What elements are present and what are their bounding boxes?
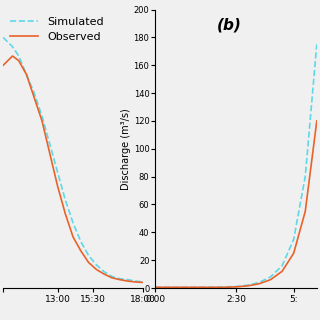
Legend: Simulated, Observed: Simulated, Observed bbox=[6, 12, 108, 47]
Observed bbox=[71, 235, 75, 239]
Observed bbox=[6, 59, 10, 63]
Simulated bbox=[48, 142, 52, 146]
Observed bbox=[48, 151, 52, 155]
Simulated bbox=[87, 253, 91, 257]
Simulated bbox=[79, 240, 83, 244]
Simulated bbox=[11, 45, 14, 49]
Observed bbox=[56, 184, 60, 188]
Simulated bbox=[125, 278, 129, 282]
Simulated bbox=[6, 40, 10, 44]
Observed bbox=[79, 249, 83, 253]
Observed bbox=[40, 119, 44, 123]
Y-axis label: Discharge (m³/s): Discharge (m³/s) bbox=[121, 108, 131, 190]
Simulated bbox=[71, 221, 75, 225]
Observed bbox=[87, 260, 91, 264]
Simulated bbox=[141, 280, 145, 284]
Observed bbox=[1, 63, 5, 67]
Simulated bbox=[63, 198, 67, 202]
Observed bbox=[102, 272, 106, 276]
Observed bbox=[118, 278, 122, 282]
Simulated bbox=[110, 275, 114, 278]
Observed bbox=[125, 279, 129, 283]
Simulated bbox=[32, 91, 36, 95]
Simulated bbox=[102, 270, 106, 274]
Observed bbox=[141, 281, 145, 284]
Line: Observed: Observed bbox=[3, 56, 143, 283]
Observed bbox=[11, 54, 14, 58]
Observed bbox=[17, 59, 21, 63]
Simulated bbox=[118, 277, 122, 281]
Observed bbox=[63, 212, 67, 216]
Simulated bbox=[56, 170, 60, 174]
Text: (b): (b) bbox=[217, 18, 241, 33]
Simulated bbox=[40, 115, 44, 118]
Observed bbox=[110, 276, 114, 280]
Simulated bbox=[17, 54, 21, 58]
Observed bbox=[25, 73, 28, 76]
Simulated bbox=[1, 36, 5, 39]
Simulated bbox=[94, 263, 98, 267]
Simulated bbox=[133, 279, 137, 283]
Line: Simulated: Simulated bbox=[3, 37, 143, 282]
Observed bbox=[94, 268, 98, 271]
Simulated bbox=[25, 73, 28, 76]
Observed bbox=[133, 280, 137, 284]
Observed bbox=[32, 96, 36, 100]
